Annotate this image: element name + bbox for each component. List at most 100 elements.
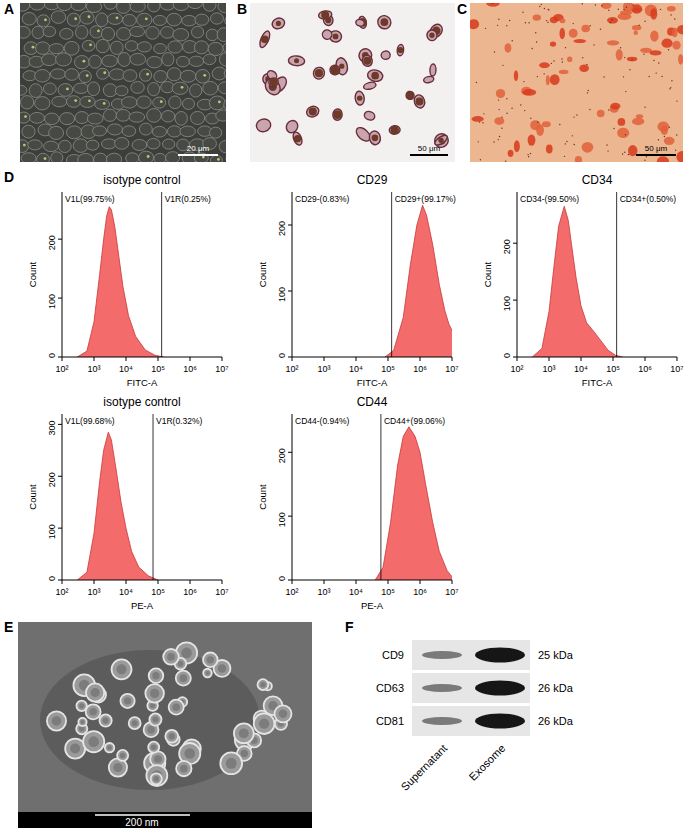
x-tick-label: 10⁶ [183,587,197,597]
image-bg [250,3,455,162]
x-tick-label: 10⁷ [215,364,228,374]
vesicle-core [218,664,226,672]
cell [262,76,283,98]
cell [312,66,326,80]
cell [87,82,99,96]
dot [543,73,544,74]
histogram-outline [375,427,452,580]
x-axis-label: PE-A [361,600,384,611]
size-label: 26 kDa [538,682,574,694]
dot [553,60,554,61]
dot [658,139,659,140]
x-axis-label: PE-A [131,600,154,611]
cell [137,96,152,108]
dot [631,59,632,60]
stain-blob [546,145,553,154]
dot [668,49,669,50]
dot [531,48,532,49]
vesicle-core [172,703,180,711]
stain-blob [678,54,683,65]
band [422,651,462,659]
x-tick [190,357,191,361]
dot [611,19,612,20]
plot-area [385,192,452,357]
nucleus [309,108,317,116]
x-tick-label: 10³ [317,587,330,597]
x-tick-label: 10⁵ [381,364,395,374]
dot [523,81,524,82]
cell [102,55,118,67]
dot [618,9,619,10]
dot [506,98,507,99]
gate-label: CD44+(99.06%) [384,416,445,426]
dot [588,90,589,91]
x-tick [94,357,95,361]
cell [194,41,208,54]
scale-bar [410,154,448,156]
cell [210,155,222,162]
cell [191,26,203,38]
cell [20,140,29,153]
scale-bar [636,154,676,156]
vesicle-core [181,648,192,659]
dot [498,109,499,110]
vesicle-core [52,716,62,726]
dot [623,76,624,77]
vesicle-core [180,765,188,773]
cell [175,112,187,126]
stain-blob [575,156,582,162]
dot [479,121,480,122]
dot [620,47,621,48]
stain-blob [657,156,669,162]
x-axis-label: FITC-A [582,377,613,388]
vesicle [112,659,132,679]
dot [600,29,601,30]
x-tick [356,580,357,584]
cell [147,56,162,68]
y-tick [288,516,292,517]
cell [209,127,221,138]
cell [354,91,365,106]
granule [103,71,106,74]
stain-blob [533,15,541,21]
size-label: 26 kDa [538,715,574,727]
cell [190,111,204,124]
nucleus [390,126,398,134]
scale-label: 200 nm [125,817,158,828]
histogram: CD29CD29-(0.83%)CD29+(99.17%)10²10³10⁴10… [257,173,459,388]
y-tick [288,291,292,292]
dot [653,60,654,61]
x-tick [420,580,421,584]
cell [80,96,95,107]
x-tick [62,580,63,584]
cell [107,13,122,24]
cell [115,86,128,96]
stain-blob [616,49,623,61]
dot [499,136,500,137]
cell [79,71,91,83]
cell [154,44,167,54]
vesicle [151,773,162,784]
cell [37,15,50,27]
cell [137,13,152,26]
x-axis [517,357,677,358]
vesicle-core [79,703,84,708]
x-tick [222,357,223,361]
dot [483,113,484,114]
stain-blob [597,110,605,117]
cell [49,44,64,54]
nucleus [333,33,339,39]
row-label: CD9 [382,649,404,661]
x-axis [62,580,222,581]
vesicle [120,694,134,708]
vesicle [65,739,85,759]
granule [203,74,206,77]
vesicle-core [226,758,237,769]
vesicle [163,649,179,665]
stain-blob [618,118,626,126]
x-tick-label: 10⁶ [413,364,427,374]
cell [203,3,216,11]
cell [361,54,374,68]
x-tick-label: 10² [510,364,523,374]
nucleus [294,135,301,142]
